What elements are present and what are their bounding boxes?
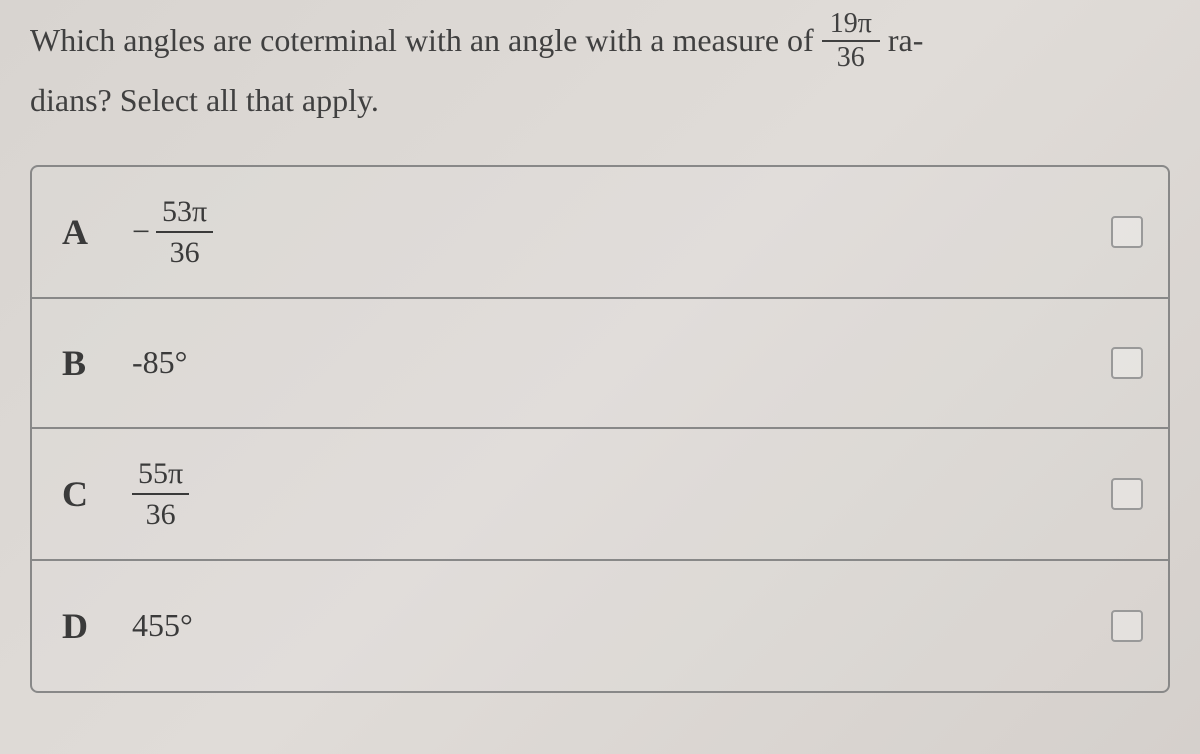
negative-sign-icon: − xyxy=(132,213,150,250)
checkbox-c[interactable] xyxy=(1111,478,1143,510)
options-container: A − 53π 36 B -85° C 55π 36 D 455° xyxy=(30,165,1170,693)
question-suffix1: ra- xyxy=(888,12,924,70)
option-row-a[interactable]: A − 53π 36 xyxy=(32,167,1168,299)
option-a-den: 36 xyxy=(170,233,200,269)
question-text: Which angles are coterminal with an angl… xyxy=(30,10,1170,130)
option-row-d[interactable]: D 455° xyxy=(32,561,1168,691)
option-letter-d: D xyxy=(62,605,132,647)
question-prefix: Which angles are coterminal with an angl… xyxy=(30,12,814,70)
checkbox-d[interactable] xyxy=(1111,610,1143,642)
option-c-den: 36 xyxy=(146,495,176,531)
option-a-num: 53π xyxy=(156,195,213,233)
option-value-c: 55π 36 xyxy=(132,457,189,531)
option-letter-b: B xyxy=(62,342,132,384)
question-fraction-num: 19π xyxy=(822,10,880,42)
option-a-fraction: 53π 36 xyxy=(156,195,213,269)
option-c-num: 55π xyxy=(132,457,189,495)
question-fraction-den: 36 xyxy=(837,42,865,72)
question-line-1: Which angles are coterminal with an angl… xyxy=(30,10,1170,72)
option-row-b[interactable]: B -85° xyxy=(32,299,1168,429)
option-value-a: − 53π 36 xyxy=(132,195,213,269)
option-letter-c: C xyxy=(62,473,132,515)
option-row-c[interactable]: C 55π 36 xyxy=(32,429,1168,561)
question-line-2: dians? Select all that apply. xyxy=(30,72,1170,130)
option-letter-a: A xyxy=(62,211,132,253)
question-fraction: 19π 36 xyxy=(822,10,880,72)
option-c-fraction: 55π 36 xyxy=(132,457,189,531)
checkbox-b[interactable] xyxy=(1111,347,1143,379)
checkbox-a[interactable] xyxy=(1111,216,1143,248)
option-value-d: 455° xyxy=(132,607,193,644)
option-value-b: -85° xyxy=(132,344,187,381)
